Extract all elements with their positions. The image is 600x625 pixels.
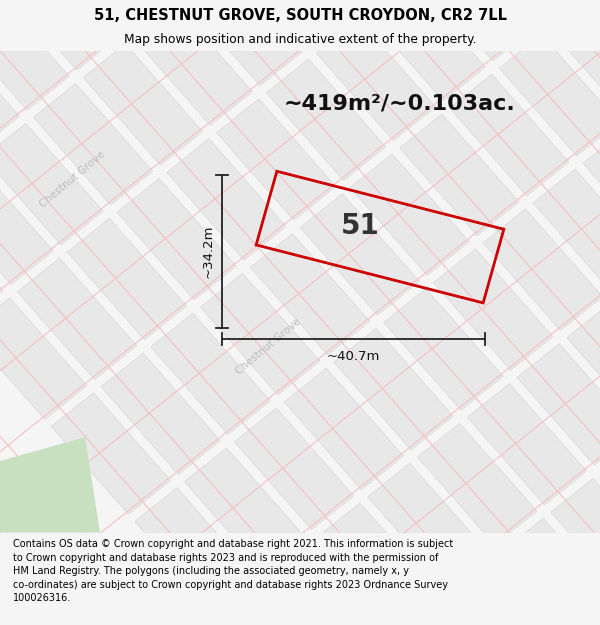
Polygon shape [551, 479, 600, 600]
Polygon shape [284, 368, 403, 489]
Text: ~34.2m: ~34.2m [202, 224, 215, 278]
Polygon shape [350, 154, 469, 275]
Polygon shape [185, 448, 304, 569]
Text: Map shows position and indicative extent of the property.: Map shows position and indicative extent… [124, 34, 476, 46]
Polygon shape [67, 218, 187, 339]
Polygon shape [268, 543, 388, 625]
Polygon shape [499, 34, 600, 156]
Polygon shape [200, 273, 320, 395]
Polygon shape [151, 313, 270, 434]
Polygon shape [467, 384, 587, 505]
Polygon shape [583, 129, 600, 251]
Polygon shape [533, 169, 600, 291]
Polygon shape [0, 0, 119, 70]
Text: 51, CHESTNUT GROVE, SOUTH CROYDON, CR2 7LL: 51, CHESTNUT GROVE, SOUTH CROYDON, CR2 7… [94, 8, 506, 23]
Polygon shape [0, 124, 103, 245]
Polygon shape [599, 0, 600, 76]
Polygon shape [401, 598, 521, 625]
Polygon shape [334, 329, 453, 450]
Polygon shape [416, 0, 535, 61]
Polygon shape [167, 139, 286, 260]
Polygon shape [0, 203, 4, 324]
Polygon shape [584, 613, 600, 625]
Polygon shape [0, 163, 53, 284]
Polygon shape [0, 0, 69, 110]
Polygon shape [517, 344, 600, 465]
Polygon shape [466, 0, 585, 21]
Polygon shape [567, 304, 600, 425]
Polygon shape [117, 179, 236, 300]
Polygon shape [135, 488, 254, 609]
Polygon shape [217, 99, 336, 220]
Polygon shape [266, 59, 386, 181]
Polygon shape [318, 503, 437, 624]
Text: 51: 51 [341, 212, 379, 239]
Polygon shape [0, 438, 100, 532]
Polygon shape [101, 353, 220, 474]
Text: ~40.7m: ~40.7m [327, 350, 380, 362]
Polygon shape [235, 408, 353, 529]
Polygon shape [484, 209, 600, 331]
Polygon shape [283, 0, 401, 6]
Polygon shape [300, 194, 419, 315]
Text: Chestnut Grove: Chestnut Grove [233, 317, 302, 377]
Polygon shape [250, 234, 370, 355]
Polygon shape [368, 463, 487, 584]
Polygon shape [451, 558, 571, 625]
Polygon shape [17, 258, 137, 379]
Polygon shape [51, 393, 170, 514]
Polygon shape [418, 423, 537, 545]
Polygon shape [183, 0, 302, 86]
Polygon shape [449, 74, 569, 196]
Polygon shape [434, 249, 553, 370]
Polygon shape [218, 582, 338, 625]
Polygon shape [501, 518, 600, 625]
Polygon shape [0, 29, 19, 150]
Text: Chestnut Grove: Chestnut Grove [37, 150, 107, 210]
Text: Contains OS data © Crown copyright and database right 2021. This information is : Contains OS data © Crown copyright and d… [13, 539, 454, 603]
Polygon shape [34, 84, 153, 205]
Polygon shape [549, 0, 600, 116]
Polygon shape [316, 19, 436, 141]
Polygon shape [233, 0, 352, 46]
Polygon shape [0, 298, 87, 419]
Polygon shape [366, 0, 485, 101]
Polygon shape [384, 289, 503, 410]
Text: ~419m²/~0.103ac.: ~419m²/~0.103ac. [284, 94, 516, 114]
Polygon shape [133, 4, 253, 125]
Polygon shape [400, 114, 519, 236]
Polygon shape [49, 0, 169, 31]
Polygon shape [83, 44, 203, 165]
